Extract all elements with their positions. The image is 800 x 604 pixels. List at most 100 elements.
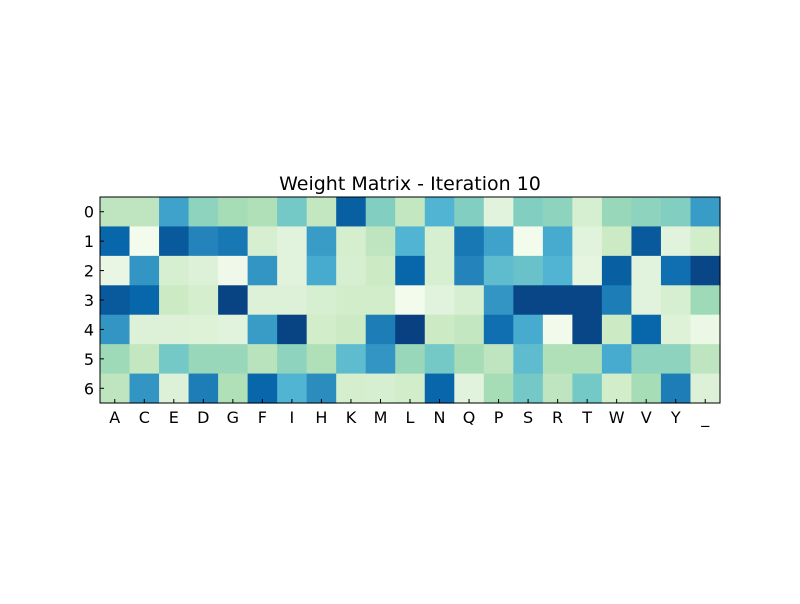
heatmap-cell — [365, 373, 396, 404]
heatmap-cell — [601, 373, 633, 404]
heatmap-cell — [129, 285, 160, 316]
heatmap-cell — [513, 373, 544, 404]
x-tick-label: G — [227, 408, 239, 427]
y-axis-ticks: 0 1 2 3 4 5 6 — [84, 203, 104, 398]
y-tick-label: 0 — [84, 203, 94, 222]
heatmap-cell — [690, 197, 721, 228]
y-tick-label: 6 — [84, 379, 94, 398]
heatmap-cell — [277, 285, 308, 316]
x-tick-label: T — [581, 408, 592, 427]
heatmap-cell — [572, 344, 603, 375]
heatmap-cell — [159, 344, 190, 375]
heatmap-cell — [513, 255, 544, 286]
x-tick-label: Y — [670, 408, 681, 427]
heatmap-cell — [218, 344, 249, 375]
heatmap-cell — [365, 344, 396, 375]
heatmap-cell — [159, 373, 190, 404]
heatmap-cell — [572, 285, 603, 316]
heatmap-cell — [690, 255, 721, 286]
heatmap-cell — [218, 255, 249, 286]
heatmap-cell — [159, 226, 190, 257]
heatmap-cell — [454, 285, 485, 316]
heatmap-cell — [306, 285, 337, 316]
heatmap-cell — [188, 255, 219, 286]
heatmap-cell — [306, 314, 337, 345]
heatmap-cell — [454, 226, 485, 257]
x-tick-label: K — [346, 408, 357, 427]
heatmap-cell — [631, 373, 662, 404]
heatmap-cell — [247, 255, 278, 286]
heatmap-cell — [660, 314, 692, 345]
heatmap-cell — [690, 285, 721, 316]
heatmap-cell — [454, 255, 485, 286]
heatmap-cell — [336, 285, 367, 316]
heatmap-cell — [247, 373, 278, 404]
x-tick-label: V — [641, 408, 652, 427]
y-tick-label: 2 — [84, 262, 94, 281]
x-tick-label: N — [434, 408, 446, 427]
heatmap-cell — [601, 255, 633, 286]
heatmap-cell — [218, 197, 249, 228]
heatmap-cell — [159, 314, 190, 345]
heatmap-cell — [336, 314, 367, 345]
x-tick-label: Q — [463, 408, 476, 427]
heatmap-cell — [542, 226, 573, 257]
heatmap-cell — [336, 255, 367, 286]
heatmap-cell — [601, 285, 633, 316]
heatmap-cell — [129, 314, 160, 345]
heatmap-cell — [660, 285, 692, 316]
heatmap-cell — [100, 373, 131, 404]
heatmap-cell — [572, 314, 603, 345]
heatmap-cell — [513, 314, 544, 345]
x-tick-label: W — [609, 408, 625, 427]
y-tick-label: 1 — [84, 232, 94, 251]
heatmap-cell — [542, 285, 573, 316]
heatmap-cell — [454, 197, 485, 228]
heatmap-cell — [100, 314, 131, 345]
x-tick-label: P — [494, 408, 504, 427]
heatmap-cell — [395, 285, 426, 316]
heatmap-cell — [100, 285, 131, 316]
y-tick-label: 3 — [84, 291, 94, 310]
heatmap-cell — [660, 197, 692, 228]
heatmap-cell — [306, 226, 337, 257]
heatmap-cell — [100, 226, 131, 257]
heatmap-cell — [100, 255, 131, 286]
heatmap-cell — [395, 255, 426, 286]
heatmap-cell — [247, 285, 278, 316]
heatmap-cell — [631, 344, 662, 375]
heatmap-cell — [188, 226, 219, 257]
heatmap-cell — [277, 197, 308, 228]
heatmap-cell — [542, 255, 573, 286]
x-tick-label: R — [552, 408, 563, 427]
heatmap-cell — [365, 226, 396, 257]
heatmap-cell — [572, 197, 603, 228]
heatmap-cell — [572, 226, 603, 257]
x-tick-label: I — [290, 408, 295, 427]
heatmap-cell — [336, 197, 367, 228]
heatmap-cell — [336, 373, 367, 404]
heatmap-cell — [424, 226, 455, 257]
heatmap-cell — [454, 344, 485, 375]
heatmap-cell — [336, 226, 367, 257]
heatmap-cell — [601, 226, 633, 257]
heatmap-cell — [129, 226, 160, 257]
heatmap-cell — [395, 373, 426, 404]
heatmap-cell — [631, 285, 662, 316]
heatmap-cell — [513, 197, 544, 228]
heatmap-cell — [513, 285, 544, 316]
heatmap-cell — [572, 373, 603, 404]
heatmap-cell — [188, 344, 219, 375]
heatmap-cell — [660, 344, 692, 375]
chart-title: Weight Matrix - Iteration 10 — [279, 173, 541, 195]
heatmap-cell — [395, 226, 426, 257]
heatmap-cell — [365, 314, 396, 345]
heatmap-cell — [601, 197, 633, 228]
heatmap-cell — [365, 285, 396, 316]
heatmap-cell — [483, 344, 514, 375]
heatmap-cell — [690, 373, 721, 404]
heatmap-cell — [188, 373, 219, 404]
heatmap-cell — [159, 197, 190, 228]
heatmap-cell — [100, 197, 131, 228]
